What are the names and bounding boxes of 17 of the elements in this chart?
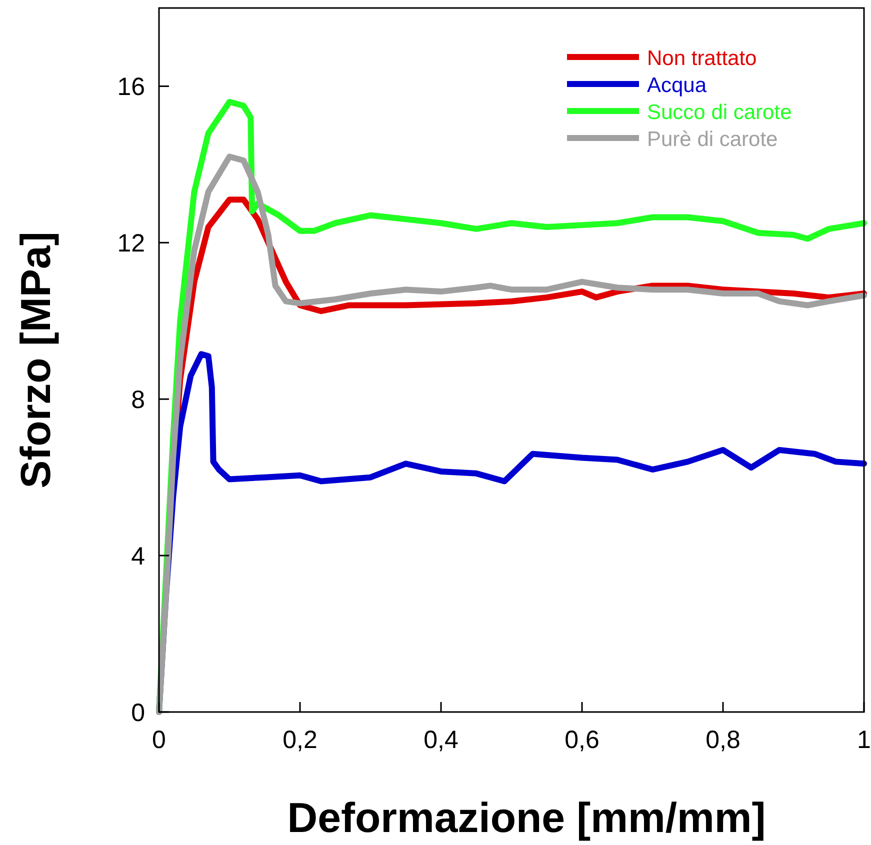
x-axis-title: Deformazione [mm/mm] <box>287 794 766 841</box>
x-tick-label: 1 <box>857 726 871 754</box>
legend-label: Non trattato <box>647 47 757 70</box>
x-tick-label: 0,6 <box>564 726 600 754</box>
legend-label: Acqua <box>647 74 707 97</box>
legend-label: Succo di carote <box>647 101 792 124</box>
x-tick-label: 0,8 <box>706 726 740 754</box>
y-tick-label: 8 <box>131 386 145 414</box>
x-tick-label: 0,4 <box>424 726 458 754</box>
legend-label: Purè di carote <box>647 128 778 151</box>
y-tick-label: 16 <box>117 73 145 102</box>
x-tick-label: 0,2 <box>282 726 318 754</box>
y-tick-label: 12 <box>117 230 145 258</box>
x-tick-label: 0 <box>152 726 166 754</box>
y-tick-label: 4 <box>131 542 146 571</box>
y-axis-title: Sforzo [MPa] <box>12 232 59 488</box>
y-tick-label: 0 <box>131 699 145 727</box>
